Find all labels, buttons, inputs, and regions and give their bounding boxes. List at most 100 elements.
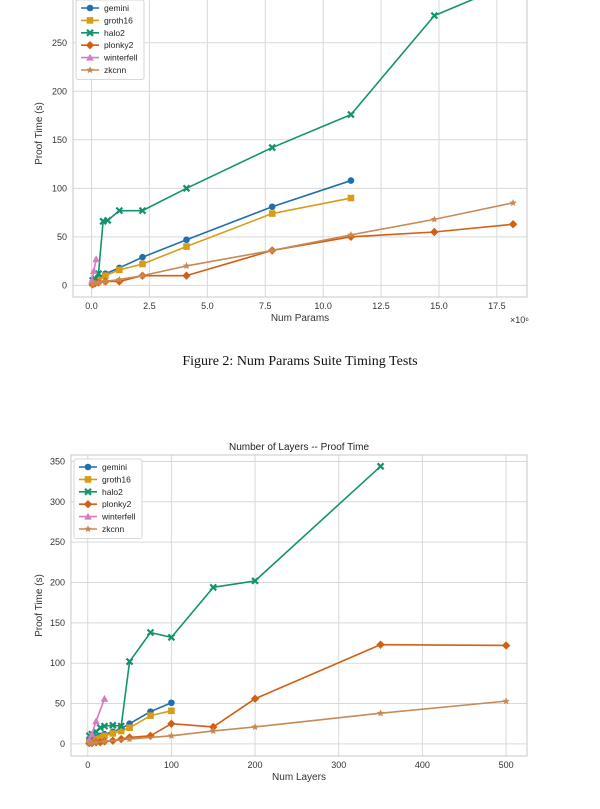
y-tick-label: 0 xyxy=(62,280,67,290)
x-tick-label: 100 xyxy=(164,760,179,770)
legend-label: zkcnn xyxy=(102,524,124,534)
x-tick-label: 7.5 xyxy=(259,301,272,311)
plonky2-point xyxy=(167,719,176,728)
x-tick-label: 5.0 xyxy=(201,301,214,311)
plonky2-point xyxy=(430,227,439,237)
legend-entry-groth16: groth16 xyxy=(81,15,133,25)
tick-labels: 0 100 200 300 400 500 0 50 100 150 200 250 300 350 xyxy=(50,456,514,770)
halo2-point xyxy=(125,657,134,666)
gemini-point xyxy=(347,177,355,184)
legend-entry-groth16: groth16 xyxy=(79,474,131,484)
legend-label: winterfell xyxy=(103,53,138,63)
legend-halo2-point xyxy=(84,488,92,496)
x-exponent-label: ×10⁶ xyxy=(510,315,529,325)
winterfell-point xyxy=(92,717,100,725)
halo2-point xyxy=(347,110,355,119)
zkcnn-point xyxy=(430,215,439,223)
halo2-point xyxy=(109,721,117,730)
winterfell-point xyxy=(100,694,109,702)
halo2-point xyxy=(376,462,385,471)
series-winterfell xyxy=(88,255,100,284)
figure-caption: Figure 2: Num Params Suite Timing Tests xyxy=(182,354,418,369)
winterfell-point xyxy=(88,730,96,738)
y-tick-label: 350 xyxy=(50,456,65,466)
x-tick-label: 15.0 xyxy=(430,301,448,311)
halo2-point xyxy=(430,11,439,20)
y-tick-label: 100 xyxy=(52,183,67,193)
y-axis-label: Proof Time (s) xyxy=(34,574,45,637)
y-tick-label: 250 xyxy=(52,38,67,48)
x-axis-label: Num Layers xyxy=(272,772,326,783)
legend-entry-zkcnn: zkcnn xyxy=(79,524,124,534)
groth16-point xyxy=(347,194,355,202)
plot-frame xyxy=(72,0,528,298)
groth16-point xyxy=(268,210,276,217)
zkcnn-point xyxy=(94,278,103,286)
y-tick-label: 150 xyxy=(50,618,65,628)
halo2-point xyxy=(100,722,109,730)
halo2-point xyxy=(117,722,125,730)
zkcnn-point xyxy=(376,709,385,717)
groth16-point xyxy=(96,734,104,741)
y-tick-label: 150 xyxy=(52,135,67,145)
gemini-point xyxy=(168,699,175,707)
legend-label: winterfell xyxy=(101,512,136,522)
legend-label: plonky2 xyxy=(104,40,134,50)
legend-entry-halo2: halo2 xyxy=(79,487,123,497)
y-tick-label: 200 xyxy=(52,86,67,96)
zkcnn-point xyxy=(251,723,259,731)
legend-label: groth16 xyxy=(104,15,133,25)
legend-gemini-point xyxy=(84,463,92,471)
x-tick-label: 300 xyxy=(331,760,346,770)
y-tick-label: 250 xyxy=(50,537,65,547)
legend-entry-plonky2: plonky2 xyxy=(79,499,132,509)
legend-entry-winterfell: winterfell xyxy=(79,512,136,522)
halo2-point xyxy=(115,206,124,215)
legend-groth16-point xyxy=(86,17,94,24)
groth16-point xyxy=(139,260,146,268)
legend-label: gemini xyxy=(104,3,129,13)
groth16-point xyxy=(168,707,175,715)
x-tick-label: 17.5 xyxy=(488,301,506,311)
halo2-point xyxy=(209,583,218,592)
legend-label: halo2 xyxy=(104,28,125,38)
halo2-point xyxy=(103,216,112,225)
legend-zkcnn-point xyxy=(86,66,94,74)
legend-entry-zkcnn: zkcnn xyxy=(81,65,126,75)
y-tick-label: 300 xyxy=(50,497,65,507)
legend-label: groth16 xyxy=(102,474,131,484)
halo2-point xyxy=(94,269,103,278)
legend: gemini groth16 halo2 plonky2 winterfell zkcnn xyxy=(75,0,145,80)
plonky2-point xyxy=(250,694,260,703)
y-tick-label: 50 xyxy=(55,699,65,709)
legend-entry-plonky2: plonky2 xyxy=(81,40,134,50)
winterfell-point xyxy=(88,276,96,284)
legend-gemini-point xyxy=(86,4,94,12)
plonky2-point xyxy=(508,220,518,229)
zkcnn-point xyxy=(182,262,191,270)
plonky2-point xyxy=(376,640,385,649)
legend-entry-gemini: gemini xyxy=(81,3,129,13)
winterfell-point xyxy=(90,267,98,274)
groth16-point xyxy=(126,724,133,732)
plot-frame xyxy=(70,454,528,757)
plonky2-point xyxy=(182,271,191,280)
grid xyxy=(71,455,527,756)
y-tick-label: 0 xyxy=(60,739,65,749)
legend-halo2-point xyxy=(86,29,94,37)
plot-area xyxy=(73,0,527,297)
y-axis-label: Proof Time (s) xyxy=(34,102,45,165)
legend-label: halo2 xyxy=(102,487,123,497)
y-tick-label: 100 xyxy=(50,658,65,668)
halo2-point xyxy=(138,206,147,215)
groth16-point xyxy=(116,266,123,274)
zkcnn-point xyxy=(115,275,124,283)
x-tick-label: 0.0 xyxy=(85,301,98,311)
halo2-point xyxy=(251,577,259,585)
zkcnn-point xyxy=(138,271,147,279)
halo2-point xyxy=(182,184,191,193)
gemini-point xyxy=(183,236,190,244)
legend-plonky2-point xyxy=(83,500,93,509)
legend-entry-gemini: gemini xyxy=(79,462,127,472)
legend-label: zkcnn xyxy=(104,65,126,75)
